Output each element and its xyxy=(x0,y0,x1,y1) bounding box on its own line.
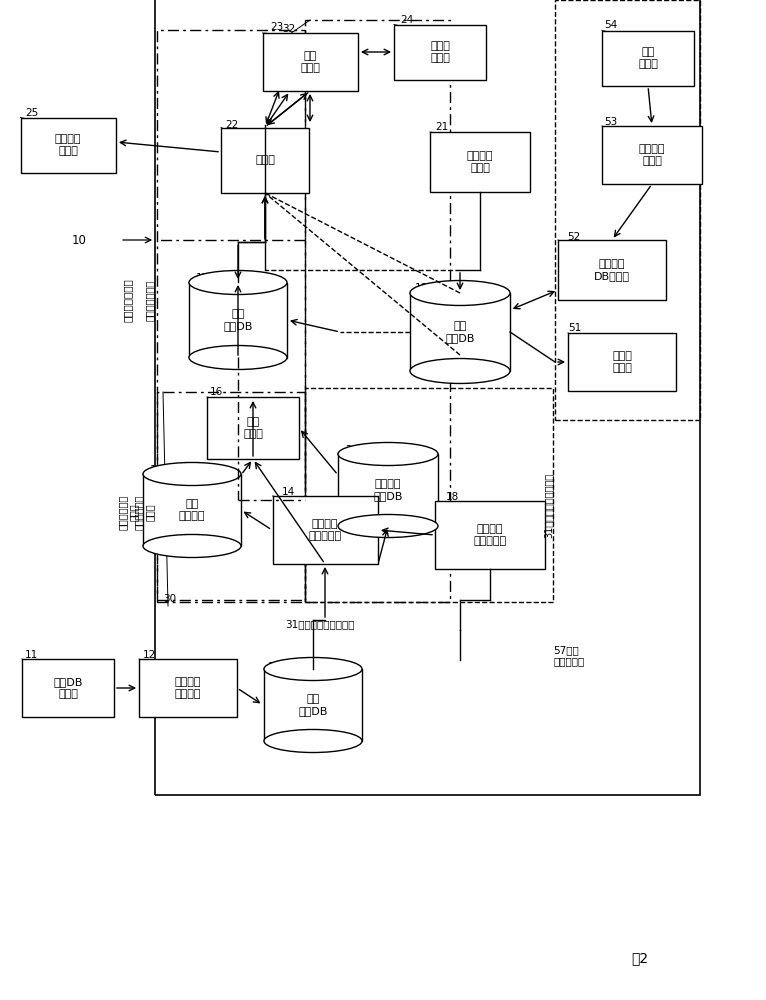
Bar xyxy=(264,669,362,741)
Text: 54: 54 xyxy=(604,20,617,30)
Text: 图2: 图2 xyxy=(631,951,649,965)
Ellipse shape xyxy=(264,657,362,681)
Ellipse shape xyxy=(189,346,287,369)
Bar xyxy=(139,659,237,717)
Text: 23: 23 xyxy=(270,22,283,32)
Bar xyxy=(394,24,486,80)
Text: 12: 12 xyxy=(143,650,156,660)
Text: 15: 15 xyxy=(150,465,163,475)
Text: 57文档
图像管理部: 57文档 图像管理部 xyxy=(553,645,584,667)
Text: 16: 16 xyxy=(210,387,223,397)
Text: 指令
输入部: 指令 输入部 xyxy=(638,47,658,69)
Text: 51: 51 xyxy=(568,323,581,333)
Text: 14: 14 xyxy=(282,487,295,497)
Bar xyxy=(155,0,700,795)
Text: 字符DB
输入部: 字符DB 输入部 xyxy=(54,677,83,699)
Ellipse shape xyxy=(410,281,510,305)
Text: 20: 20 xyxy=(345,445,358,455)
Ellipse shape xyxy=(143,534,241,558)
Bar xyxy=(338,454,438,526)
Text: 文档
图像DB: 文档 图像DB xyxy=(445,321,475,343)
Bar xyxy=(558,240,666,300)
Bar xyxy=(221,127,309,192)
Text: 关键词
输入部: 关键词 输入部 xyxy=(430,41,450,63)
Ellipse shape xyxy=(338,442,438,466)
Bar xyxy=(189,282,287,358)
Ellipse shape xyxy=(189,270,287,294)
Text: 25: 25 xyxy=(25,108,38,118)
Ellipse shape xyxy=(264,729,362,753)
Bar xyxy=(21,117,116,172)
Text: 19: 19 xyxy=(415,283,428,293)
Text: 索引信息生成部: 索引信息生成部 xyxy=(123,278,133,322)
Bar xyxy=(602,30,694,86)
Text: 特征
匹配部: 特征 匹配部 xyxy=(243,417,263,439)
Bar xyxy=(157,30,305,600)
Text: 索引
信息DB: 索引 信息DB xyxy=(224,309,253,331)
Bar xyxy=(157,392,305,602)
Bar xyxy=(568,333,676,391)
Text: 17: 17 xyxy=(196,273,209,283)
Text: 字形特征字典
生成部: 字形特征字典 生成部 xyxy=(117,494,139,530)
Ellipse shape xyxy=(143,462,241,486)
Text: 字符图像
特征抽出部: 字符图像 特征抽出部 xyxy=(309,519,342,541)
Text: 10: 10 xyxy=(72,233,87,246)
Bar xyxy=(435,501,545,569)
Text: 31文档图像特征抽出部: 31文档图像特征抽出部 xyxy=(285,619,355,629)
Text: 文档图像
DB管理部: 文档图像 DB管理部 xyxy=(594,259,630,281)
Text: 索引信息生成部: 索引信息生成部 xyxy=(145,279,155,321)
Text: 52: 52 xyxy=(567,232,581,242)
Ellipse shape xyxy=(338,514,438,538)
Text: 24: 24 xyxy=(400,15,413,25)
Text: 53: 53 xyxy=(604,117,617,127)
Text: 字体正规
化处理部: 字体正规 化处理部 xyxy=(175,677,201,699)
Text: 32: 32 xyxy=(282,24,295,34)
Bar xyxy=(207,397,299,459)
Bar xyxy=(305,20,450,602)
Text: 11: 11 xyxy=(25,650,38,660)
Text: 文档图像
特征DB: 文档图像 特征DB xyxy=(373,479,403,501)
Text: 文档图像
显示部: 文档图像 显示部 xyxy=(639,144,665,166)
Text: 字形
特征字典: 字形 特征字典 xyxy=(178,499,205,521)
Text: 21: 21 xyxy=(435,122,448,132)
Text: 31文档图像特征抽出部: 31文档图像特征抽出部 xyxy=(543,472,553,538)
Bar xyxy=(602,126,702,184)
Text: 18: 18 xyxy=(446,492,460,502)
Bar xyxy=(305,388,553,602)
Text: 30: 30 xyxy=(163,594,176,604)
Text: 检索部: 检索部 xyxy=(255,155,275,165)
Text: 字形特征字典
生成部: 字形特征字典 生成部 xyxy=(133,494,155,530)
Text: 文档名
创建部: 文档名 创建部 xyxy=(612,351,632,373)
Text: 检索结果
显示部: 检索结果 显示部 xyxy=(54,134,81,156)
Ellipse shape xyxy=(410,359,510,383)
Text: 词汇
解析部: 词汇 解析部 xyxy=(300,51,320,73)
Text: 字形
样本DB: 字形 样本DB xyxy=(298,694,328,716)
Text: 22: 22 xyxy=(225,120,238,130)
Text: 标题区域
初始处理部: 标题区域 初始处理部 xyxy=(473,524,506,546)
Bar xyxy=(143,474,241,546)
Bar xyxy=(273,496,378,564)
Bar xyxy=(555,0,700,420)
Text: 13: 13 xyxy=(268,662,281,672)
Text: 文档图像
输入部: 文档图像 输入部 xyxy=(466,151,493,173)
Bar xyxy=(410,293,510,371)
Bar xyxy=(263,33,358,91)
Bar xyxy=(430,132,530,192)
Bar xyxy=(22,659,114,717)
